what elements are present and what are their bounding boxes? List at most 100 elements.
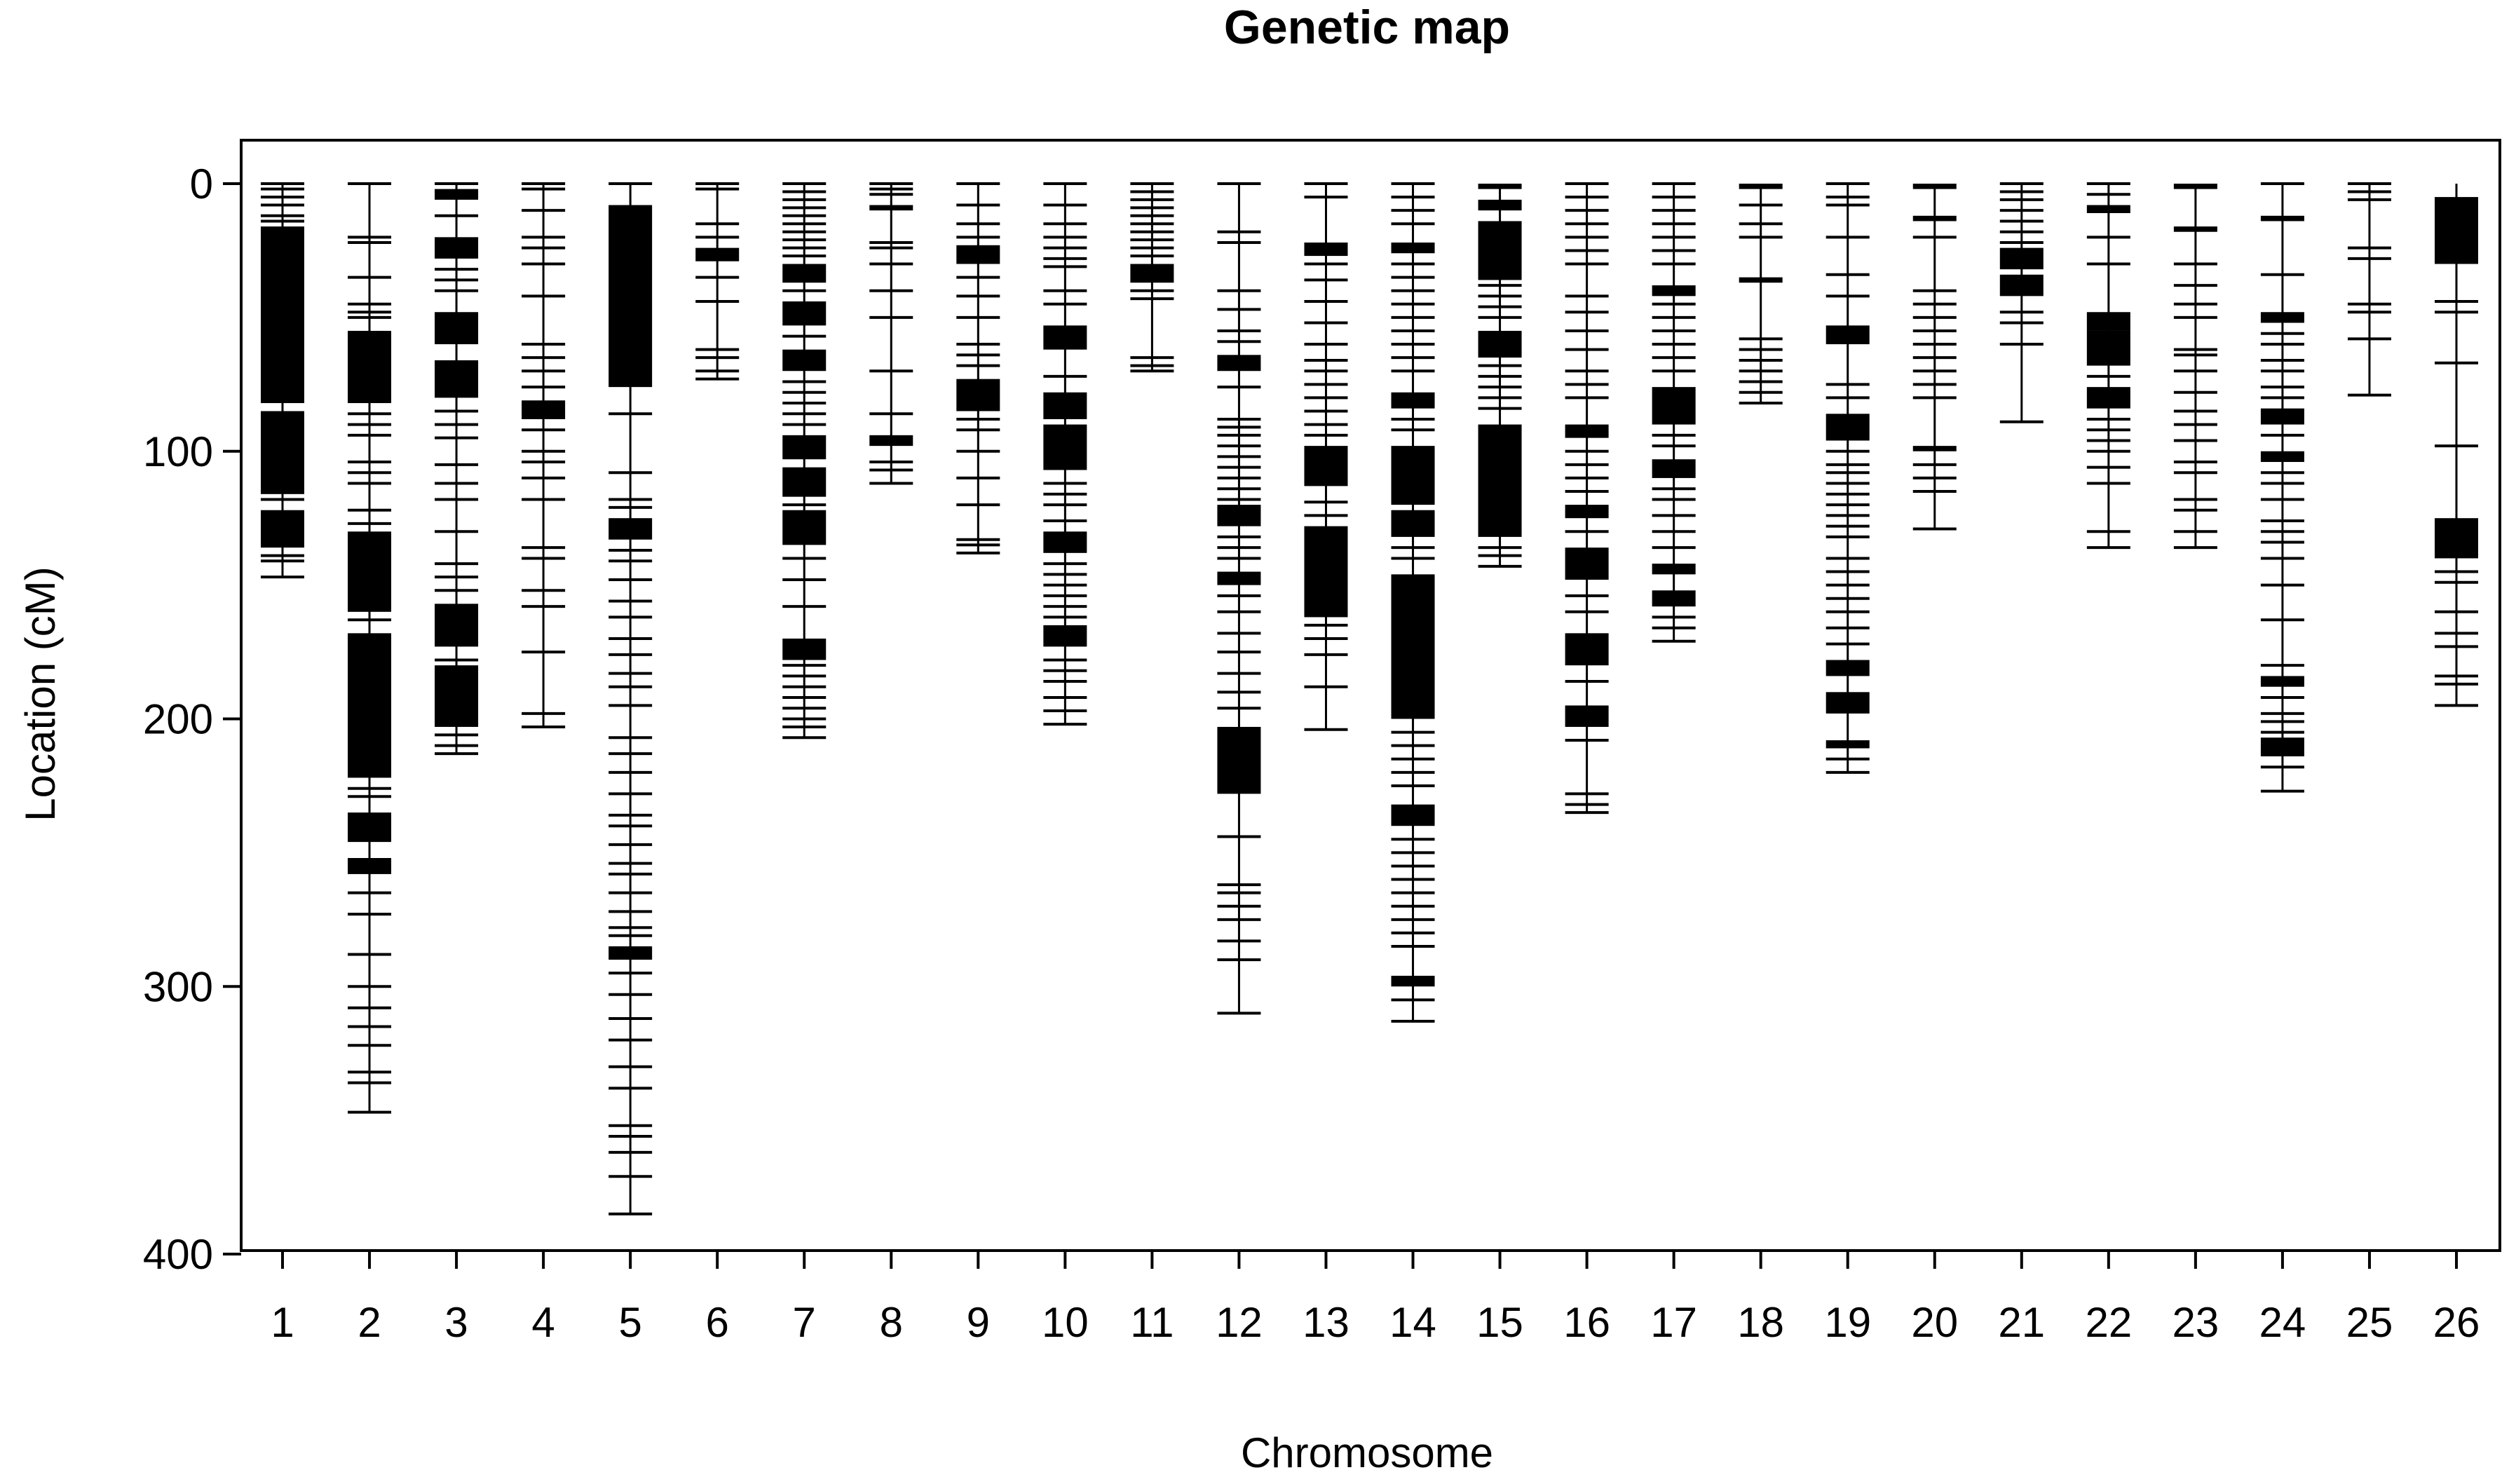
marker-block: [435, 360, 479, 398]
marker-block: [608, 946, 653, 960]
chromosome-12: [1217, 182, 1261, 1015]
marker-block: [1565, 633, 1609, 666]
marker-block: [956, 379, 1000, 411]
marker-block: [435, 604, 479, 647]
plot-frame: [240, 139, 2501, 1252]
x-tick-label-19: 19: [1824, 1299, 1871, 1346]
marker-block: [2260, 215, 2304, 222]
chromosome-23: [2173, 184, 2217, 550]
x-tick-label-8: 8: [880, 1299, 903, 1346]
marker-block: [1217, 355, 1261, 372]
marker-block: [782, 638, 827, 660]
marker-block: [1825, 740, 1870, 749]
x-tick-label-10: 10: [1042, 1299, 1089, 1346]
marker-block: [1304, 242, 1348, 257]
chromosome-9: [956, 182, 1000, 554]
marker-block: [261, 510, 304, 548]
x-tick-label-4: 4: [531, 1299, 555, 1346]
y-tick-label-300: 300: [143, 963, 213, 1010]
x-tick-label-16: 16: [1563, 1299, 1610, 1346]
chromosome-13: [1304, 182, 1348, 731]
marker-block: [608, 205, 653, 388]
marker-block: [348, 633, 392, 778]
marker-block: [1478, 330, 1522, 358]
marker-block: [1999, 247, 2044, 270]
x-tick-label-9: 9: [967, 1299, 990, 1346]
marker-block: [1652, 590, 1696, 607]
marker-block: [695, 247, 740, 261]
marker-block: [1391, 804, 1435, 826]
marker-block: [1217, 571, 1261, 585]
x-tick-label-1: 1: [271, 1299, 294, 1346]
marker-block: [2435, 518, 2478, 559]
marker-block: [1999, 274, 2044, 297]
marker-block: [348, 858, 392, 874]
marker-block: [1739, 277, 1783, 283]
marker-block: [782, 510, 827, 545]
y-axis-label: Location (cM): [17, 566, 64, 821]
marker-block: [782, 467, 827, 497]
marker-block: [956, 245, 1000, 264]
x-tick-label-11: 11: [1130, 1299, 1174, 1346]
marker-block: [869, 205, 913, 211]
marker-block: [261, 226, 304, 404]
chromosome-1: [261, 182, 304, 579]
chromosome-21: [1999, 182, 2044, 423]
marker-block: [1825, 414, 1870, 441]
marker-block: [348, 330, 392, 404]
marker-block: [1043, 325, 1087, 350]
marker-block: [435, 237, 479, 259]
marker-block: [2260, 676, 2304, 687]
chromosome-25: [2347, 182, 2391, 397]
chromosome-10: [1043, 182, 1087, 726]
marker-block: [1391, 392, 1435, 409]
marker-block: [608, 518, 653, 540]
marker-block: [522, 400, 566, 419]
marker-block: [1912, 215, 1957, 222]
chromosome-20: [1912, 184, 1957, 531]
marker-block: [1043, 625, 1087, 647]
chromosome-17: [1652, 182, 1696, 643]
x-tick-label-15: 15: [1476, 1299, 1523, 1346]
marker-block: [1391, 446, 1435, 505]
chromosome-26: [2435, 184, 2478, 707]
marker-block: [1652, 285, 1696, 297]
marker-block: [2086, 312, 2130, 331]
marker-block: [1652, 459, 1696, 478]
marker-block: [1217, 505, 1261, 526]
marker-block: [1652, 387, 1696, 425]
chromosome-tracks: [261, 182, 2478, 1216]
x-tick-label-12: 12: [1216, 1299, 1263, 1346]
marker-block: [1652, 564, 1696, 575]
marker-block: [1043, 424, 1087, 470]
y-tick-label-100: 100: [143, 428, 213, 475]
chromosome-24: [2260, 182, 2304, 793]
marker-block: [1565, 424, 1609, 438]
marker-block: [2260, 451, 2304, 463]
chromosome-8: [869, 182, 913, 485]
x-tick-label-6: 6: [706, 1299, 729, 1346]
x-tick-label-18: 18: [1737, 1299, 1784, 1346]
marker-block: [2086, 330, 2130, 366]
x-tick-label-5: 5: [618, 1299, 641, 1346]
x-tick-label-22: 22: [2085, 1299, 2132, 1346]
marker-block: [2173, 184, 2217, 189]
chromosome-18: [1739, 184, 1783, 405]
marker-block: [782, 349, 827, 372]
x-tick-label-7: 7: [793, 1299, 816, 1346]
x-tick-label-2: 2: [358, 1299, 381, 1346]
marker-block: [1217, 726, 1261, 794]
marker-block: [1912, 184, 1957, 189]
marker-block: [782, 264, 827, 283]
chromosome-2: [348, 182, 392, 1114]
marker-block: [1391, 510, 1435, 537]
chromosome-19: [1825, 182, 1870, 774]
marker-block: [1565, 505, 1609, 519]
marker-block: [435, 189, 479, 200]
chromosome-6: [695, 182, 740, 381]
marker-block: [2173, 226, 2217, 232]
marker-block: [2086, 387, 2130, 409]
marker-block: [782, 301, 827, 326]
x-tick-label-25: 25: [2346, 1299, 2393, 1346]
